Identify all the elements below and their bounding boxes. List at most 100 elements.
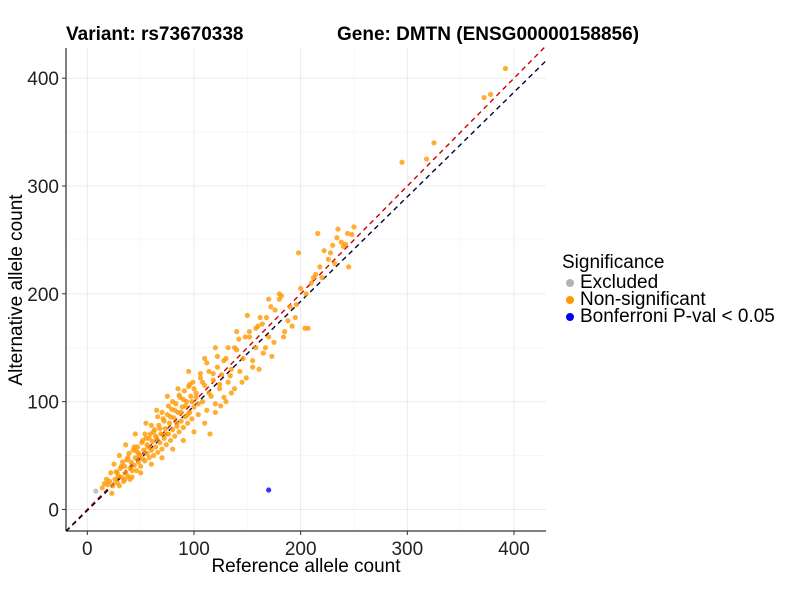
point-non-significant bbox=[221, 358, 227, 364]
point-non-significant bbox=[125, 455, 131, 461]
point-non-significant bbox=[135, 459, 142, 465]
point-non-significant bbox=[195, 401, 201, 407]
point-non-significant bbox=[191, 386, 197, 392]
point-non-significant bbox=[175, 386, 181, 392]
point-non-significant bbox=[502, 65, 509, 72]
legend: Significance Excluded Non-significant Bo… bbox=[562, 252, 775, 327]
point-non-significant bbox=[159, 446, 165, 452]
point-non-significant bbox=[212, 345, 218, 351]
point-non-significant bbox=[325, 256, 331, 262]
point-non-significant bbox=[204, 360, 210, 366]
point-non-significant bbox=[131, 462, 137, 468]
point-non-significant bbox=[308, 280, 314, 286]
point-non-significant bbox=[195, 411, 201, 418]
point-non-significant bbox=[210, 370, 216, 377]
point-non-significant bbox=[172, 433, 178, 439]
point-non-significant bbox=[189, 399, 195, 405]
point-non-significant bbox=[142, 431, 148, 437]
legend-label-bonferroni: Bonferroni P-val < 0.05 bbox=[580, 306, 775, 327]
point-non-significant bbox=[153, 433, 159, 439]
point-non-significant bbox=[487, 91, 494, 97]
point-non-significant bbox=[250, 358, 256, 364]
point-non-significant bbox=[202, 355, 208, 362]
point-non-significant bbox=[163, 431, 169, 437]
point-non-significant bbox=[239, 379, 245, 385]
point-non-significant bbox=[180, 437, 186, 444]
x-tick-label: 100 bbox=[178, 539, 210, 560]
point-non-significant bbox=[170, 427, 176, 433]
point-non-significant bbox=[223, 399, 229, 405]
point-non-significant bbox=[243, 375, 249, 381]
reference-line bbox=[66, 45, 546, 531]
point-non-significant bbox=[332, 261, 338, 267]
point-non-significant bbox=[278, 293, 285, 299]
point-non-significant bbox=[206, 368, 212, 375]
point-non-significant bbox=[148, 422, 154, 428]
point-non-significant bbox=[212, 401, 218, 407]
point-non-significant bbox=[481, 94, 487, 101]
point-non-significant bbox=[263, 314, 270, 321]
point-non-significant bbox=[155, 414, 161, 420]
point-non-significant bbox=[207, 431, 213, 437]
point-non-significant bbox=[431, 140, 437, 146]
point-non-significant bbox=[185, 420, 191, 426]
point-non-significant bbox=[189, 416, 195, 422]
point-non-significant bbox=[197, 375, 203, 381]
point-non-significant bbox=[227, 373, 233, 379]
point-non-significant bbox=[260, 350, 266, 356]
point-non-significant bbox=[170, 446, 176, 452]
point-non-significant bbox=[181, 388, 187, 394]
point-non-significant bbox=[154, 407, 160, 413]
point-non-significant bbox=[338, 239, 344, 245]
point-non-significant bbox=[162, 425, 168, 432]
point-non-significant bbox=[295, 250, 302, 256]
point-non-significant bbox=[161, 435, 167, 441]
point-non-significant bbox=[180, 424, 186, 431]
point-non-significant bbox=[268, 304, 274, 310]
point-non-significant bbox=[133, 448, 139, 454]
point-non-significant bbox=[236, 336, 242, 342]
point-non-significant bbox=[266, 334, 272, 340]
point-non-significant bbox=[161, 418, 167, 424]
point-non-significant bbox=[118, 463, 125, 469]
point-non-significant bbox=[133, 468, 139, 474]
y-axis-label: Alternative allele count bbox=[6, 194, 27, 386]
point-non-significant bbox=[253, 325, 259, 331]
point-non-significant bbox=[159, 455, 165, 461]
x-tick-labels: 0 100 200 300 400 bbox=[82, 531, 530, 560]
point-non-significant bbox=[116, 483, 122, 489]
point-non-significant bbox=[217, 386, 223, 392]
point-non-significant bbox=[206, 390, 212, 396]
point-non-significant bbox=[180, 396, 186, 403]
variant-title: Variant: rs73670338 bbox=[66, 24, 244, 45]
point-non-significant bbox=[138, 463, 144, 469]
legend-item-excluded: Excluded bbox=[562, 273, 775, 292]
point-non-significant bbox=[123, 442, 129, 448]
point-non-significant bbox=[346, 264, 352, 270]
point-non-significant bbox=[269, 353, 275, 359]
point-non-significant bbox=[186, 368, 192, 375]
point-non-significant bbox=[167, 437, 174, 444]
point-non-significant bbox=[250, 364, 256, 370]
point-non-significant bbox=[150, 452, 157, 459]
point-non-significant bbox=[164, 393, 170, 399]
point-non-significant bbox=[172, 407, 178, 413]
point-non-significant bbox=[178, 418, 184, 424]
point-non-significant bbox=[242, 334, 248, 340]
point-non-significant bbox=[310, 275, 317, 281]
point-non-significant bbox=[221, 394, 227, 400]
point-non-significant bbox=[199, 379, 206, 385]
point-non-significant bbox=[153, 444, 159, 450]
point-non-significant bbox=[234, 328, 240, 335]
point-non-significant bbox=[399, 159, 405, 165]
point-non-significant bbox=[292, 314, 298, 321]
point-non-significant bbox=[212, 409, 218, 416]
point-non-significant bbox=[129, 468, 135, 474]
point-non-significant bbox=[228, 366, 234, 372]
point-non-significant bbox=[131, 444, 137, 450]
point-non-significant bbox=[182, 403, 189, 409]
point-non-significant bbox=[351, 224, 357, 230]
legend-dot-bonferroni bbox=[566, 312, 574, 321]
point-non-significant bbox=[176, 392, 182, 398]
point-non-significant bbox=[256, 366, 262, 372]
